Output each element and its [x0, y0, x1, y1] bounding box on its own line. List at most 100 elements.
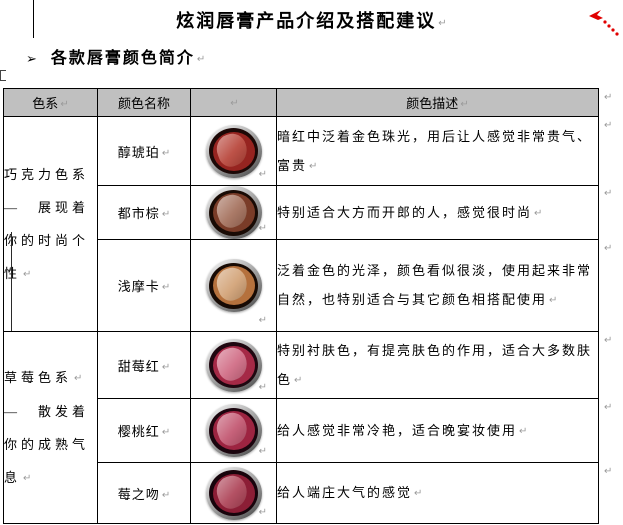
color-name-cell: 樱桃红 ↵ [97, 398, 191, 463]
paragraph-mark: ↵ [258, 315, 267, 326]
table-anchor-mark [0, 70, 6, 81]
lipstick-swatch-image [205, 259, 262, 312]
arrow-bullet-icon: ➢ [26, 52, 39, 67]
swatch-bullet [212, 411, 252, 450]
series-text-line: 息 ↵ [4, 469, 32, 485]
table-row: 草莓色系 ↵ — 散发着 你的成熟气 息 ↵ 甜莓红 ↵ ↵ 特别衬肤色，有提亮肤色的… [3, 331, 599, 524]
paragraph-mark: ↵ [309, 160, 318, 172]
swatch-cell: ↵ [190, 239, 277, 332]
stray-vertical-line [11, 232, 12, 331]
swatch-ring [209, 128, 258, 174]
header-label: 颜色名称 [117, 96, 170, 111]
lipstick-swatch-image [205, 124, 262, 178]
color-name: 甜莓红 [117, 358, 160, 374]
paragraph-mark: ↵ [294, 374, 303, 386]
paragraph-mark: ↵ [604, 402, 613, 413]
series-text-line: — 散发着 [4, 403, 90, 419]
paragraph-mark: ↵ [161, 147, 171, 159]
red-arrow-icon [589, 10, 619, 36]
paragraph-mark: ↵ [604, 188, 613, 199]
table-row: 巧克力色系 — 展现着 你的时尚个 性 ↵ 醇琥珀 ↵ ↵ 暗红中泛着金色珠光，用后… [3, 116, 599, 332]
swatch-ring [209, 407, 258, 454]
color-name: 樱桃红 [117, 424, 160, 439]
swatch-bullet [212, 266, 252, 305]
paragraph-mark: ↵ [604, 335, 613, 346]
color-description: 暗红中泛着金色珠光，用后让人感觉非常贵气、富贵 [277, 128, 593, 173]
paragraph-mark: ↵ [161, 489, 171, 501]
swatch-cell: ↵ [190, 462, 277, 524]
color-description: 泛着金色的光泽，颜色看似很淡，使用起来非常自然，也特别适合与其它颜色相搭配使用 [277, 263, 593, 307]
color-description-cell: 暗红中泛着金色珠光，用后让人感觉非常贵气、富贵 ↵ [276, 116, 599, 186]
color-description: 给人感觉非常冷艳，适合晚宴妆使用 [277, 422, 518, 438]
swatch-cell: ↵ [190, 116, 277, 186]
swatch-cell: ↵ [190, 185, 277, 240]
swatch-ring [209, 342, 258, 388]
color-name-cell: 浅摩卡 ↵ [97, 239, 191, 332]
color-name-cell: 都市棕 ↵ [97, 185, 191, 240]
series-text-line: 巧克力色系 [4, 166, 90, 182]
swatch-ring [209, 470, 258, 516]
color-description-cell: 特别适合大方而开郎的人，感觉很时尚 ↵ [276, 185, 599, 240]
paragraph-mark: ↵ [258, 507, 267, 518]
swatch-color [212, 345, 255, 385]
color-description: 给人端庄大气的感觉 [277, 485, 413, 500]
color-name-cell: 莓之吻 ↵ [97, 462, 191, 524]
table-row: 莓之吻 ↵ ↵ 给人端庄大气的感觉 ↵ [4, 462, 599, 524]
series-cell-strawberry: 草莓色系 ↵ — 散发着 你的成熟气 息 ↵ [3, 331, 98, 524]
paragraph-mark: ↵ [161, 427, 171, 438]
paragraph-mark: ↵ [23, 268, 32, 280]
swatch-color [212, 473, 255, 513]
paragraph-mark: ↵ [258, 382, 267, 393]
paragraph-mark: ↵ [414, 488, 423, 499]
section-heading: ➢ 各款唇膏颜色简介 ↵ [26, 44, 205, 68]
swatch-color [212, 193, 255, 232]
series-text-line: — 展现着 [4, 199, 90, 215]
lipstick-swatch-image [205, 338, 262, 392]
paragraph-mark: ↵ [604, 243, 613, 254]
color-name: 醇琥珀 [117, 144, 160, 160]
table-row: 都市棕 ↵ ↵ 特别适合大方而开郎的人，感觉很时尚 ↵ [4, 185, 599, 240]
paragraph-mark: ↵ [604, 92, 613, 103]
swatch-bullet [212, 193, 252, 232]
series-text-line: 你的时尚个 [4, 232, 90, 248]
series-cell-chocolate: 巧克力色系 — 展现着 你的时尚个 性 ↵ [3, 116, 98, 332]
series-text-line: 你的成熟气 [4, 436, 90, 452]
swatch-bullet [212, 345, 252, 384]
paragraph-mark: ↵ [196, 54, 206, 65]
page-title: 炫润唇膏产品介绍及搭配建议 [176, 11, 437, 31]
paragraph-mark: ↵ [161, 361, 171, 373]
swatch-cell: ↵ [190, 331, 277, 399]
margin-line [33, 0, 34, 38]
paragraph-mark: ↵ [438, 18, 447, 29]
table-header-row: 色系 ↵ 颜色名称 ↵ 颜色描述 ↵ [3, 88, 599, 117]
series-text-line: 草莓色系 ↵ [4, 369, 83, 385]
paragraph-mark: ↵ [258, 446, 267, 457]
swatch-ring [209, 189, 258, 236]
header-label: 色系 [32, 96, 59, 111]
color-description-cell: 给人端庄大气的感觉 ↵ [276, 462, 599, 524]
swatch-cell: ↵ [190, 398, 277, 463]
paragraph-mark: ↵ [534, 207, 543, 219]
section-heading-text: 各款唇膏颜色简介 [50, 50, 195, 67]
paragraph-mark: ↵ [60, 99, 69, 110]
color-description-cell: 泛着金色的光泽，颜色看似很淡，使用起来非常自然，也特别适合与其它颜色相搭配使用 ↵ [276, 239, 599, 332]
paragraph-mark: ↵ [604, 466, 613, 477]
table-row: 樱桃红 ↵ ↵ 给人感觉非常冷艳，适合晚宴妆使用 ↵ [4, 398, 599, 463]
header-color-description: 颜色描述 ↵ [276, 88, 599, 117]
lipstick-swatch-image [205, 466, 262, 520]
paragraph-mark: ↵ [74, 372, 83, 384]
paragraph-mark: ↵ [549, 295, 558, 306]
paragraph-mark: ↵ [258, 169, 267, 180]
color-name-cell: 醇琥珀 ↵ [97, 116, 191, 186]
paragraph-mark: ↵ [258, 223, 267, 234]
swatch-bullet [212, 473, 252, 512]
lipstick-color-table: 色系 ↵ 颜色名称 ↵ 颜色描述 ↵ 巧克力色系 — 展现着 你的时尚个 性 ↵ 醇琥… [3, 88, 599, 524]
table-row: 浅摩卡 ↵ ↵ 泛着金色的光泽，颜色看似很淡，使用起来非常自然，也特别适合与其它颜… [4, 239, 599, 332]
paragraph-mark: ↵ [230, 97, 239, 109]
color-name: 浅摩卡 [117, 279, 160, 294]
lipstick-swatch-image [205, 404, 262, 457]
paragraph-mark: ↵ [519, 425, 528, 437]
paragraph-mark: ↵ [23, 472, 32, 484]
color-name: 都市棕 [117, 206, 160, 221]
